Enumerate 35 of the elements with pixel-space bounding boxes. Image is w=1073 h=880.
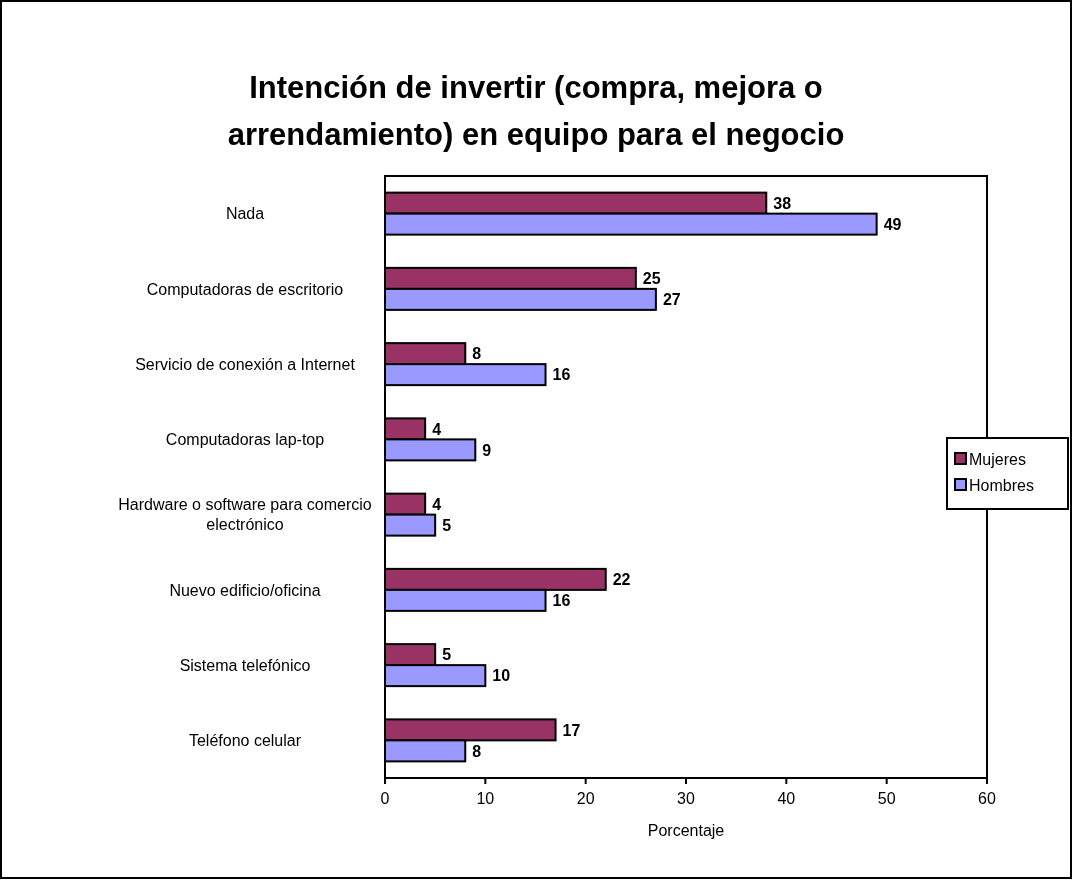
data-label: 9 xyxy=(482,441,492,459)
data-label: 10 xyxy=(492,667,511,685)
data-label: 17 xyxy=(562,721,581,739)
data-label: 25 xyxy=(642,270,661,288)
y-tick-label: Nuevo edificio/oficina xyxy=(169,581,321,599)
x-tick-label: 60 xyxy=(978,790,996,807)
x-tick-label: 10 xyxy=(476,790,495,807)
y-tick-label: Hardware o software para comercio electrónico xyxy=(118,496,372,534)
y-tick-label: Servicio de conexión a Internet xyxy=(135,355,356,373)
x-axis-title: Porcentaje xyxy=(647,822,725,839)
data-label: 22 xyxy=(612,571,631,589)
data-label: 38 xyxy=(773,194,792,212)
y-tick-label: Computadoras de escritorio xyxy=(146,280,344,298)
x-tick-label: 0 xyxy=(380,790,390,807)
x-tick-label: 50 xyxy=(877,790,896,807)
chart-title: Intención de invertir (compra, mejora o arrendamiento) en equipo para el negocio xyxy=(227,70,845,152)
y-tick-label: Nada xyxy=(225,205,265,223)
x-tick-label: 30 xyxy=(677,790,695,807)
y-tick-label: Sistema telefónico xyxy=(179,656,311,674)
data-label: 16 xyxy=(552,366,571,384)
data-label: 4 xyxy=(432,420,442,438)
data-label: 27 xyxy=(662,291,681,309)
data-label: 5 xyxy=(442,646,452,664)
y-tick-label: Computadoras lap-top xyxy=(165,431,325,449)
data-label: 16 xyxy=(552,592,571,610)
data-label: 49 xyxy=(883,215,902,233)
legend-label: Mujeres xyxy=(969,450,1026,468)
y-tick-label: Teléfono celular xyxy=(188,732,302,750)
x-tick-label: 20 xyxy=(576,790,595,807)
data-label: 4 xyxy=(432,495,442,513)
data-label: 5 xyxy=(442,516,452,534)
x-tick-label: 40 xyxy=(777,790,796,807)
data-label: 8 xyxy=(472,345,482,363)
data-label: 8 xyxy=(472,742,482,760)
legend-label: Hombres xyxy=(969,476,1034,494)
